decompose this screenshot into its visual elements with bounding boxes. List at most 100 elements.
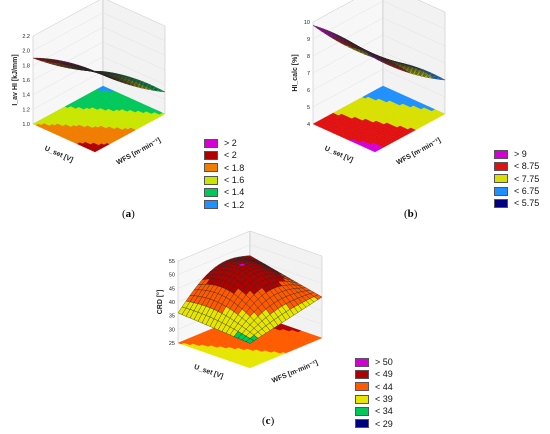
z-tick-label: 5: [307, 105, 310, 111]
legend-label: < 1.2: [224, 199, 245, 210]
legend-label: < 1.4: [224, 187, 245, 198]
surface-plot-c: 55 50 45 40 35 30 25 CRD [°] WFS [m·min⁻¹] U_set …: [156, 230, 323, 385]
legend-entry: < 1.8: [204, 162, 244, 174]
z-axis: 10 9 8 7 6 5 4 HI_calc [%]: [292, 20, 310, 128]
legend-swatch: [204, 175, 218, 185]
legend-swatch: [204, 138, 218, 148]
y-axis-label: U_set [V]: [323, 145, 354, 164]
legend-entry: > 9: [494, 148, 539, 160]
legend-c: > 50 < 49 < 44 < 39 < 34 < 29: [355, 356, 393, 430]
z-tick-label: 1.0: [22, 122, 30, 128]
surface-plot-b: 10 9 8 7 6 5 4 HI_calc [%] WFS [m·min⁻¹] U_set [V…: [292, 0, 446, 167]
legend-entry: < 1.6: [204, 174, 244, 186]
z-tick-label: 7: [307, 71, 310, 77]
surface-mesh: [312, 25, 446, 81]
legend-entry: < 34: [355, 405, 393, 417]
legend-swatch: [494, 149, 508, 159]
legend-entry: < 6.75: [494, 185, 539, 197]
legend-swatch: [494, 161, 508, 171]
surface-plot-a: 2.2 2.0 1.8 1.6 1.4 1.2 1.0 I_av HI [kJ/mm] WFS …: [12, 0, 166, 167]
legend-label: < 8.75: [514, 161, 540, 172]
z-tick-label: 10: [304, 20, 310, 26]
legend-swatch: [355, 369, 369, 379]
legend-swatch: [204, 150, 218, 160]
z-tick-label: 8: [307, 54, 310, 60]
legend-swatch: [494, 186, 508, 196]
legend-entry: < 29: [355, 417, 393, 429]
z-tick-label: 1.8: [22, 63, 30, 69]
z-tick-label: 9: [307, 37, 310, 43]
x-axis-label: WFS [m·min⁻¹]: [396, 137, 443, 167]
surface-cell: [245, 338, 255, 344]
legend-swatch: [494, 174, 508, 184]
surface-cell: [371, 55, 379, 61]
legend-swatch: [355, 406, 369, 416]
legend-entry: < 39: [355, 393, 393, 405]
z-tick-label: 45: [169, 286, 175, 292]
z-tick-label: 30: [169, 327, 175, 333]
legend-entry: < 49: [355, 368, 393, 380]
contour-floor: [32, 85, 166, 153]
legend-entry: > 2: [204, 137, 244, 149]
legend-entry: < 5.75: [494, 197, 539, 209]
legend-entry: < 1.4: [204, 186, 244, 198]
contour-floor: [312, 85, 446, 153]
legend-swatch: [204, 200, 218, 210]
legend-swatch: [204, 163, 218, 173]
z-tick-label: 25: [169, 341, 175, 347]
caption-a: (a): [122, 208, 135, 220]
z-axis-label: HI_calc [%]: [292, 54, 299, 91]
z-tick-label: 35: [169, 314, 175, 320]
legend-label: < 49: [375, 369, 393, 380]
legend-entry: > 50: [355, 356, 393, 368]
z-tick-label: 1.2: [22, 107, 30, 113]
legend-entry: < 2: [204, 149, 244, 161]
legend-a: > 2 < 2 < 1.8 < 1.6 < 1.4 < 1.2: [204, 137, 244, 211]
z-tick-label: 40: [169, 300, 175, 306]
z-axis-label: I_av HI [kJ/mm]: [12, 54, 19, 105]
contour-cell: [99, 85, 106, 89]
surface-cell: [91, 69, 99, 74]
legend-swatch: [355, 382, 369, 392]
legend-label: < 1.6: [224, 175, 245, 186]
legend-label: < 2: [224, 150, 237, 161]
legend-label: < 44: [375, 381, 393, 392]
legend-entry: < 8.75: [494, 160, 539, 172]
caption-c: (c): [262, 415, 275, 427]
z-tick-label: 4: [307, 122, 310, 128]
legend-entry: < 44: [355, 381, 393, 393]
legend-swatch: [494, 198, 508, 208]
legend-label: < 6.75: [514, 186, 540, 197]
legend-label: < 5.75: [514, 198, 540, 209]
legend-label: > 9: [514, 149, 527, 160]
z-tick-label: 2.2: [22, 34, 30, 40]
z-axis: 2.2 2.0 1.8 1.6 1.4 1.2 1.0 I_av HI [kJ/mm]: [12, 34, 30, 128]
contour-cell: [379, 85, 386, 89]
legend-entry: < 1.2: [204, 198, 244, 210]
legend-swatch: [355, 394, 369, 404]
z-tick-label: 6: [307, 88, 310, 94]
z-axis: 55 50 45 40 35 30 25 CRD [°]: [156, 259, 175, 347]
legend-label: < 39: [375, 394, 393, 405]
panel-b: 10 9 8 7 6 5 4 HI_calc [%] WFS [m·min⁻¹] U_set [V…: [280, 0, 550, 220]
legend-label: < 29: [375, 418, 393, 429]
legend-label: > 50: [375, 357, 393, 368]
panel-a: 2.2 2.0 1.8 1.6 1.4 1.2 1.0 I_av HI [kJ/mm] WFS …: [0, 0, 280, 220]
y-axis-label: U_set [V]: [43, 145, 74, 164]
z-tick-label: 2.0: [22, 49, 30, 55]
y-axis-label: U_set [V]: [193, 364, 224, 381]
z-axis-label: CRD [°]: [156, 290, 164, 315]
legend-swatch: [204, 187, 218, 197]
x-axis-label: WFS [m·min⁻¹]: [271, 359, 319, 384]
legend-b: > 9 < 8.75 < 7.75 < 6.75 < 5.75: [494, 148, 539, 209]
z-tick-label: 1.6: [22, 78, 30, 84]
x-axis-label: WFS [m·min⁻¹]: [116, 137, 163, 167]
legend-entry: < 7.75: [494, 173, 539, 185]
surface-mesh: [32, 57, 166, 93]
legend-label: < 1.8: [224, 162, 245, 173]
z-tick-label: 55: [169, 259, 175, 265]
legend-label: < 7.75: [514, 173, 540, 184]
legend-swatch: [355, 357, 369, 367]
panel-c: 55 50 45 40 35 30 25 CRD [°] WFS [m·min⁻¹] U_set …: [140, 230, 400, 410]
z-tick-label: 50: [169, 273, 175, 279]
